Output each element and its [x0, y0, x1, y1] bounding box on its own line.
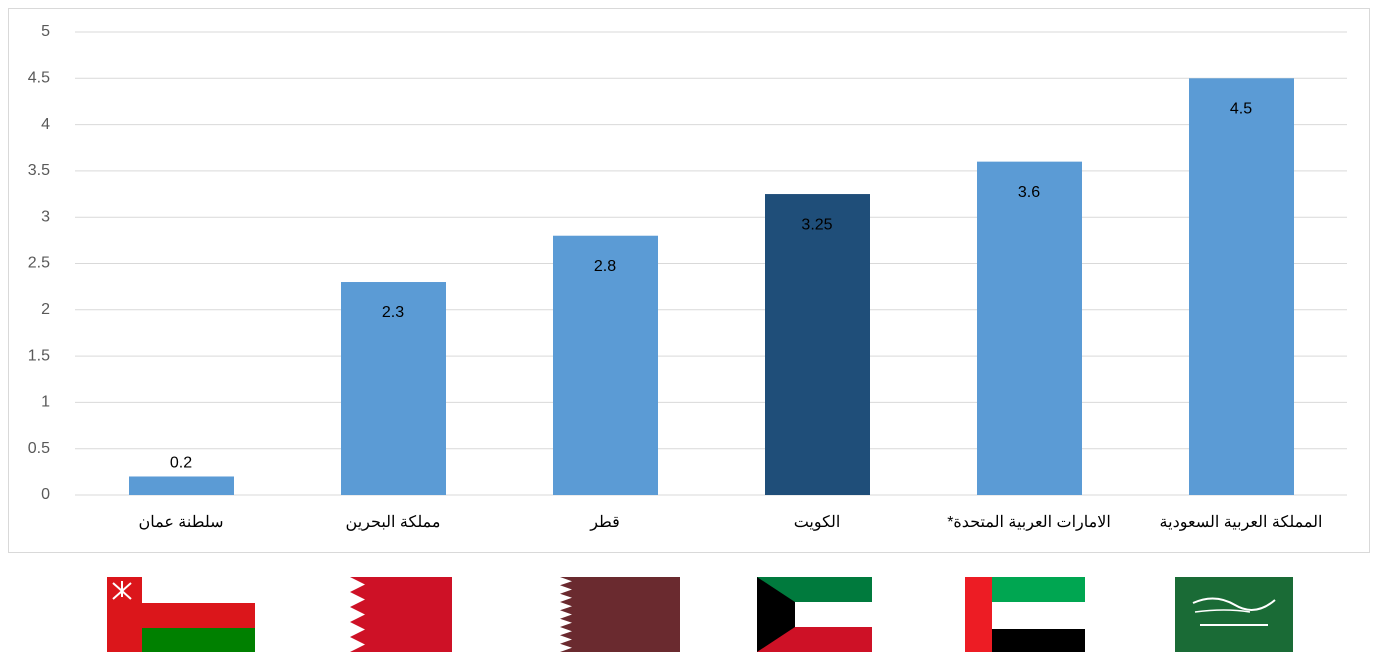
chart-frame	[8, 8, 1370, 553]
x-tick-label: المملكة العربية السعودية	[1160, 514, 1323, 531]
flag-bahrain	[325, 577, 452, 652]
flag-oman	[107, 577, 255, 652]
y-tick-label: 1.5	[28, 347, 50, 364]
value-label: 4.5	[1230, 101, 1252, 118]
y-tick-label: 3.5	[28, 162, 50, 179]
flag-uae	[965, 577, 1085, 652]
flag-qatar	[528, 577, 680, 652]
y-tick-label: 2	[41, 301, 50, 318]
value-label: 2.3	[382, 304, 404, 321]
bar	[1189, 78, 1294, 496]
flag-kuwait	[757, 577, 872, 652]
value-label: 3.25	[801, 216, 832, 233]
x-tick-label: الامارات العربية المتحدة*	[947, 514, 1111, 531]
bar	[553, 235, 658, 495]
flags	[107, 577, 1293, 652]
y-tick-label: 0	[41, 486, 50, 503]
flag-saudi	[1175, 577, 1293, 652]
bar	[765, 194, 870, 496]
y-tick-label: 0.5	[28, 440, 50, 457]
y-tick-label: 3	[41, 208, 50, 225]
x-tick-label: سلطنة عمان	[138, 514, 223, 531]
y-tick-label: 2.5	[28, 255, 50, 272]
y-tick-label: 4.5	[28, 70, 50, 87]
y-tick-label: 4	[41, 116, 50, 133]
value-label: 0.2	[170, 455, 192, 472]
y-tick-label: 5	[41, 23, 50, 40]
x-tick-label: مملكة البحرين	[346, 514, 441, 531]
bar	[977, 161, 1082, 495]
bar	[341, 282, 446, 495]
x-tick-label: قطر	[589, 514, 620, 531]
bar	[129, 476, 234, 495]
y-tick-label: 1	[41, 394, 50, 411]
value-label: 2.8	[594, 258, 616, 275]
x-tick-label: الكويت	[794, 514, 841, 531]
value-label: 3.6	[1018, 184, 1040, 201]
